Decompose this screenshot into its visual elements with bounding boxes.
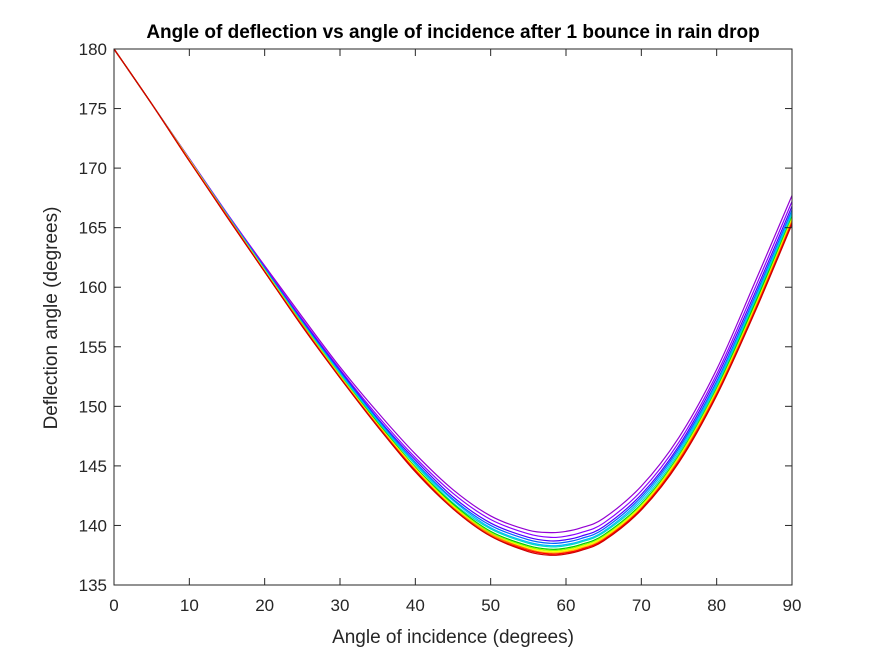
x-tick-label: 50 <box>481 596 500 615</box>
series-line-9 <box>113 48 793 553</box>
y-tick-label: 160 <box>79 278 107 297</box>
series-line-5 <box>113 48 793 547</box>
y-tick-label: 170 <box>79 159 107 178</box>
y-axis: 135 140 145 150 155 160 165 170 175 180 <box>79 40 792 595</box>
x-tick-label: 30 <box>331 596 350 615</box>
y-tick-label: 150 <box>79 397 107 416</box>
y-tick-label: 175 <box>79 100 107 119</box>
series-line-3 <box>113 48 793 542</box>
x-tick-label: 20 <box>255 596 274 615</box>
y-tick-label: 145 <box>79 457 107 476</box>
series-line-10 <box>113 48 793 554</box>
x-tick-label: 70 <box>632 596 651 615</box>
y-tick-label: 165 <box>79 219 107 238</box>
series-line-11 <box>113 48 793 555</box>
series-line-7 <box>113 48 793 550</box>
y-tick-label: 140 <box>79 516 107 535</box>
y-axis-label: Deflection angle (degrees) <box>41 207 62 430</box>
series-line-1 <box>113 48 793 534</box>
series-line-4 <box>113 48 793 545</box>
series-line-6 <box>113 48 793 548</box>
x-tick-label: 40 <box>406 596 425 615</box>
x-tick-label: 60 <box>557 596 576 615</box>
x-tick-label: 10 <box>180 596 199 615</box>
series-line-12 <box>113 48 793 555</box>
series-line-2 <box>113 48 793 539</box>
plot-area-frame <box>113 48 793 586</box>
y-tick-label: 155 <box>79 338 107 357</box>
x-tick-label: 0 <box>109 596 118 615</box>
x-tick-label: 80 <box>707 596 726 615</box>
y-tick-label: 135 <box>79 576 107 595</box>
series-line-13 <box>113 48 793 556</box>
x-axis: 0 10 20 30 40 50 60 70 80 90 <box>109 49 801 615</box>
y-tick-label: 180 <box>79 40 107 59</box>
series-layer <box>113 48 793 556</box>
x-axis-label: Angle of incidence (degrees) <box>332 627 574 648</box>
x-tick-label: 90 <box>783 596 802 615</box>
series-line-8 <box>113 48 793 552</box>
chart-title: Angle of deflection vs angle of incidenc… <box>146 22 759 43</box>
